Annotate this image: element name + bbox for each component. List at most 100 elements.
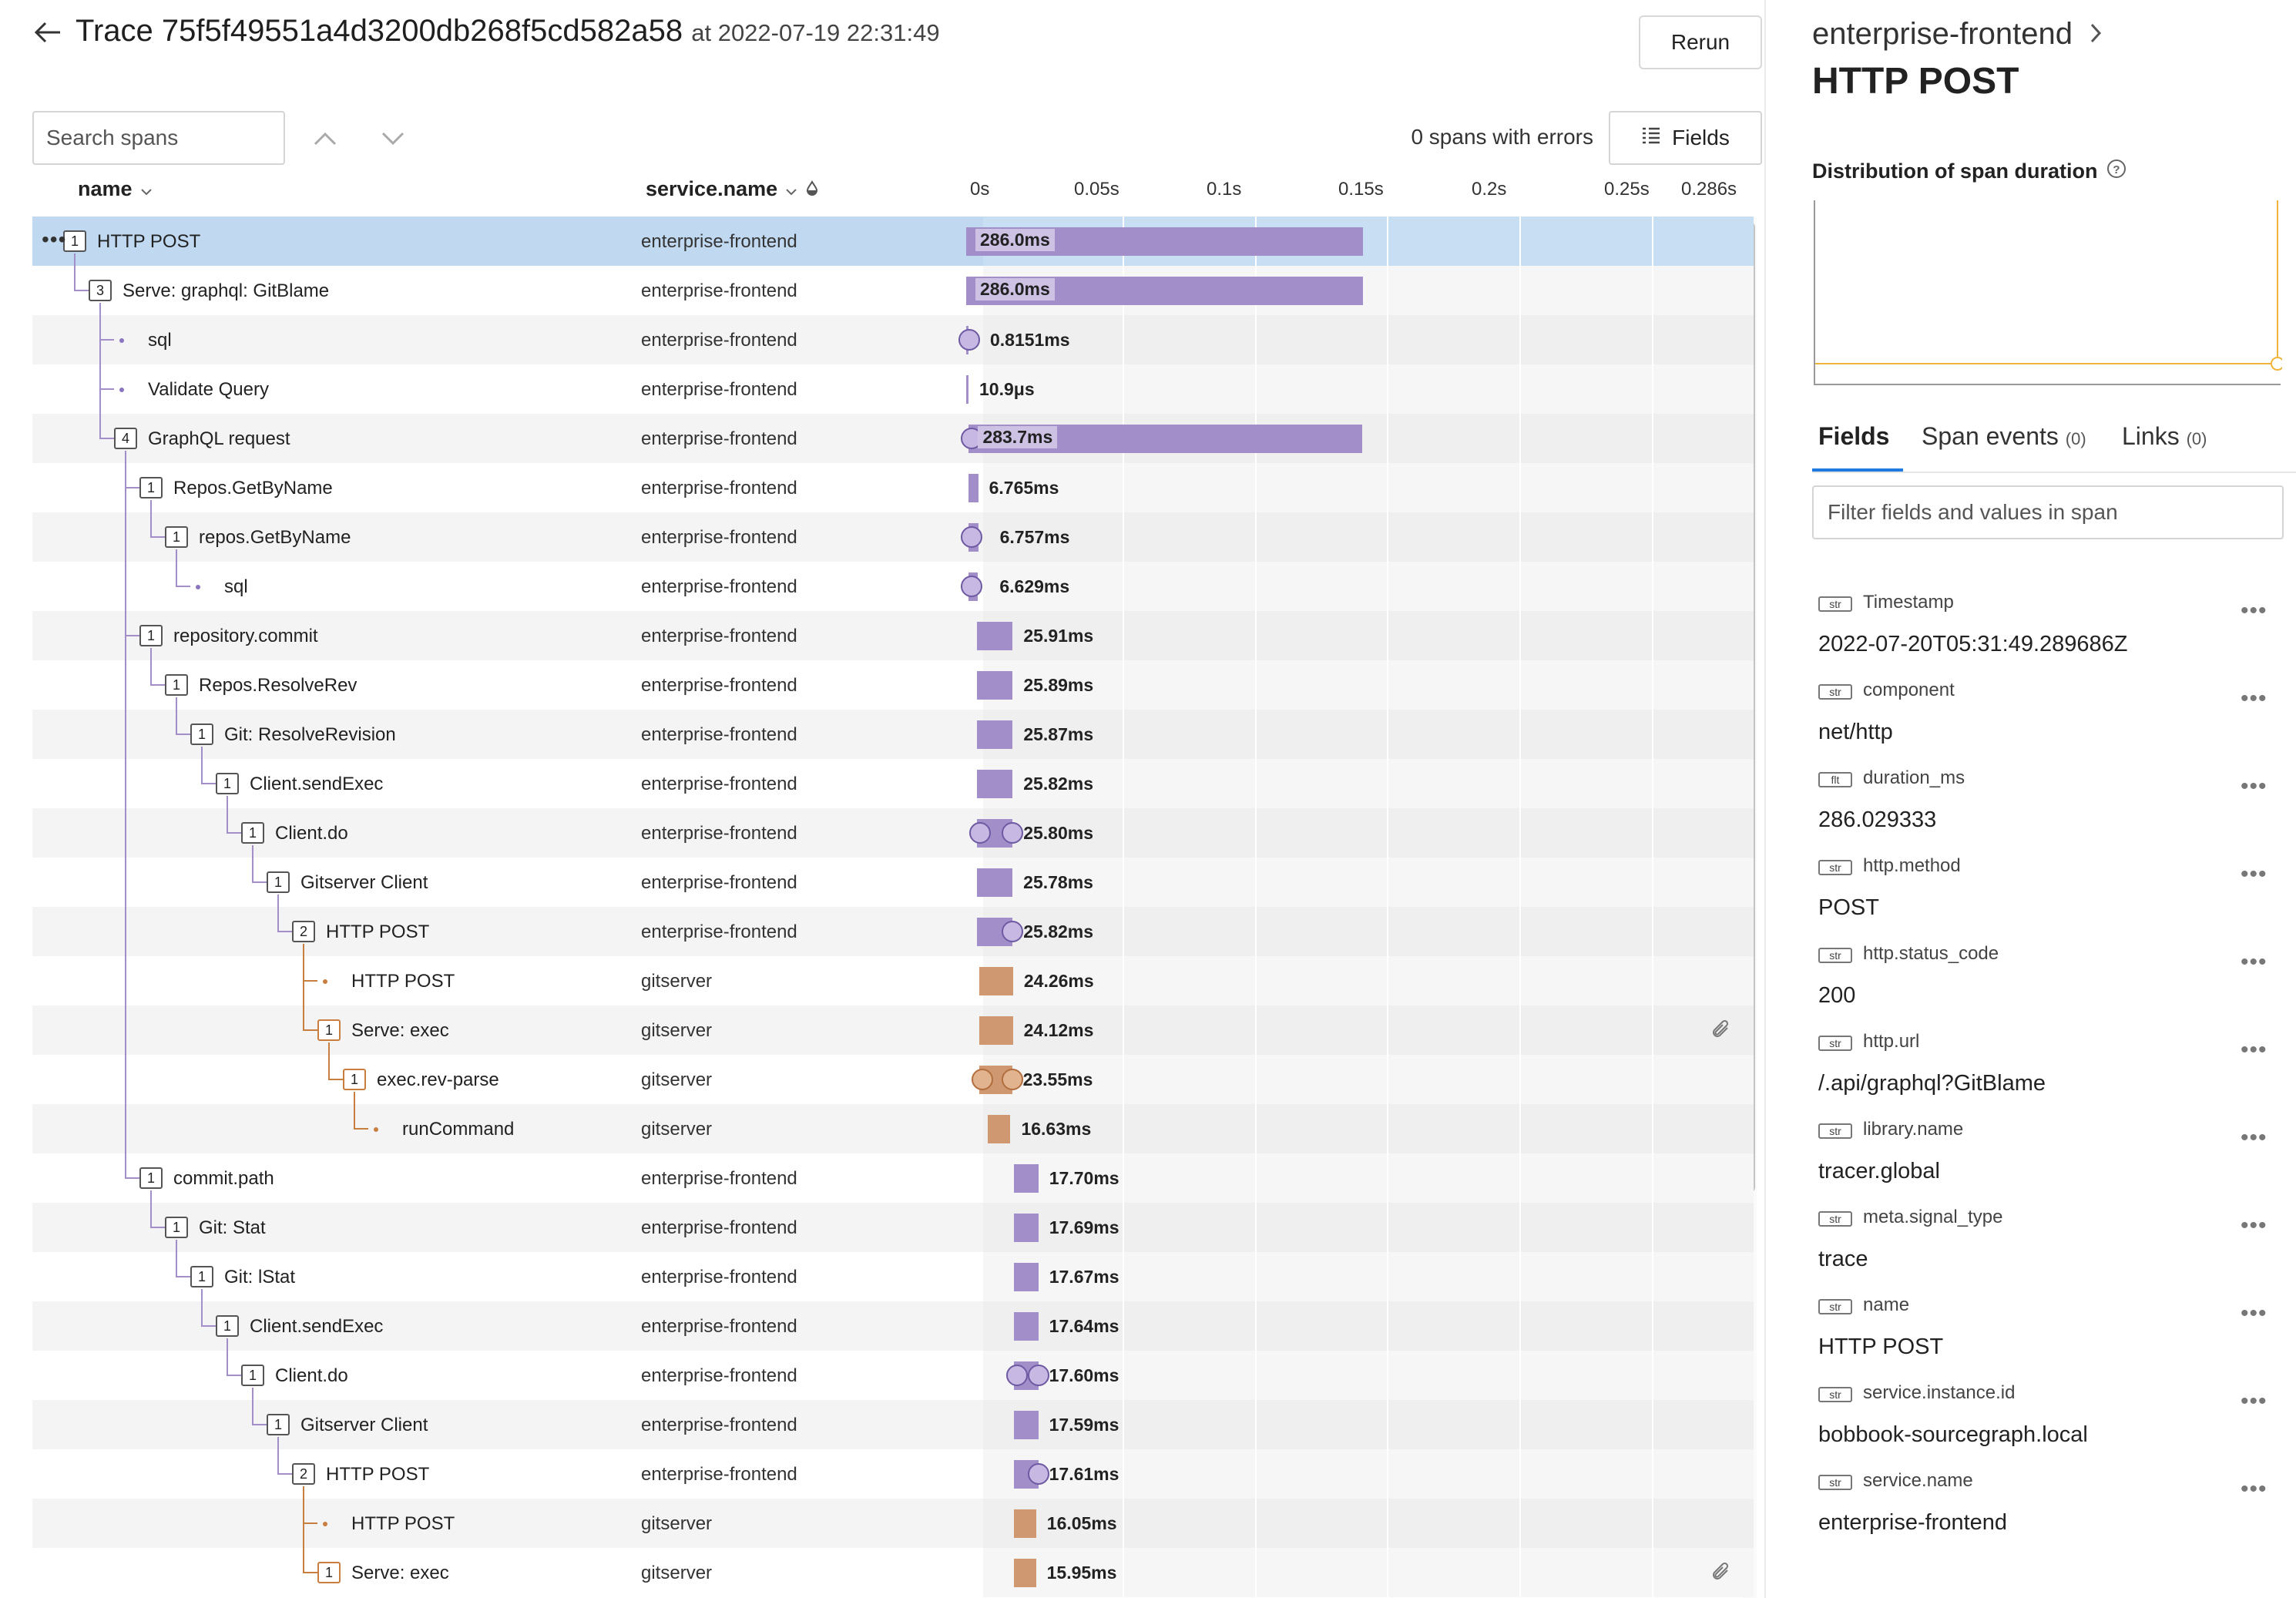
span-row[interactable]: 1 Git: Stat enterprise-frontend 17.69ms <box>32 1203 1754 1252</box>
span-duration-bar[interactable] <box>1013 1164 1039 1193</box>
timeline-cell[interactable] <box>983 759 1754 808</box>
field-item[interactable]: str service.name enterprise-frontend ••• <box>1818 1465 2296 1553</box>
span-duration-bar[interactable] <box>968 474 978 502</box>
timeline-cell[interactable] <box>983 660 1754 710</box>
timeline-cell[interactable] <box>983 611 1754 660</box>
child-count-badge[interactable]: 1 <box>317 1562 341 1583</box>
span-duration-bar[interactable] <box>976 622 1013 650</box>
span-event-marker[interactable] <box>958 329 980 351</box>
field-item[interactable]: str meta.signal_type trace ••• <box>1818 1202 2296 1290</box>
help-icon[interactable]: ? <box>2106 159 2126 184</box>
field-item[interactable]: str service.instance.id bobbook-sourcegrap… <box>1818 1378 2296 1465</box>
child-count-badge[interactable]: 2 <box>292 1463 315 1485</box>
timeline-cell[interactable] <box>983 562 1754 611</box>
timeline-cell[interactable] <box>983 1351 1754 1400</box>
search-spans-input[interactable] <box>32 111 285 165</box>
span-row[interactable]: 1 ••• HTTP POST enterprise-frontend 286.0ms <box>32 217 1754 266</box>
span-duration-bar[interactable] <box>976 720 1013 749</box>
timeline-cell[interactable] <box>983 364 1754 414</box>
child-count-badge[interactable]: 1 <box>241 822 264 844</box>
span-row[interactable]: 1 Serve: exec gitserver 15.95ms <box>32 1548 1754 1597</box>
span-duration-bar[interactable] <box>1013 1559 1036 1587</box>
span-duration-bar[interactable] <box>976 868 1013 897</box>
span-row[interactable]: 1 Gitserver Client enterprise-frontend 25.7… <box>32 858 1754 907</box>
span-row[interactable]: 1 Gitserver Client enterprise-frontend 17.5… <box>32 1400 1754 1449</box>
child-count-badge[interactable]: 3 <box>89 280 112 301</box>
child-count-badge[interactable]: 1 <box>139 1167 163 1189</box>
timeline-cell[interactable] <box>983 1203 1754 1252</box>
row-menu-icon[interactable]: ••• <box>42 227 67 251</box>
more-options-icon[interactable]: ••• <box>2241 861 2267 887</box>
duration-histogram[interactable] <box>1814 200 2284 385</box>
span-duration-bar[interactable] <box>1013 1411 1039 1439</box>
span-row[interactable]: 1 Git: ResolveRevision enterprise-frontend… <box>32 710 1754 759</box>
span-event-marker[interactable] <box>1002 921 1024 942</box>
span-event-marker[interactable] <box>1027 1463 1049 1485</box>
span-duration-bar[interactable] <box>966 375 968 404</box>
child-count-badge[interactable]: 1 <box>267 1414 290 1435</box>
span-event-marker[interactable] <box>1027 1365 1049 1386</box>
more-options-icon[interactable]: ••• <box>2241 598 2267 623</box>
child-count-badge[interactable]: 1 <box>317 1019 341 1041</box>
timeline-cell[interactable] <box>983 1499 1754 1548</box>
span-duration-bar[interactable] <box>979 967 1013 995</box>
more-options-icon[interactable]: ••• <box>2241 949 2267 975</box>
span-row[interactable]: 1 Repos.ResolveRev enterprise-frontend 25.8… <box>32 660 1754 710</box>
child-count-badge[interactable]: 1 <box>139 477 163 499</box>
tab-span-events[interactable]: Span events (0) <box>1922 422 2086 451</box>
field-item[interactable]: str Timestamp 2022-07-20T05:31:49.289686Z •… <box>1818 587 2296 675</box>
field-item[interactable]: str http.status_code 200 ••• <box>1818 938 2296 1026</box>
panel-service[interactable]: enterprise-frontend <box>1812 17 2102 52</box>
span-row[interactable]: 4 GraphQL request enterprise-frontend 283.7… <box>32 414 1754 463</box>
timeline-cell[interactable] <box>983 512 1754 562</box>
child-count-badge[interactable]: 1 <box>190 1266 213 1287</box>
span-event-marker[interactable] <box>968 822 991 844</box>
span-duration-bar[interactable] <box>979 1016 1013 1045</box>
timeline-cell[interactable] <box>983 1301 1754 1351</box>
rerun-button[interactable]: Rerun <box>1639 15 1762 69</box>
span-row[interactable]: runCommand gitserver 16.63ms <box>32 1104 1754 1153</box>
span-duration-bar[interactable] <box>976 671 1013 700</box>
timeline-cell[interactable] <box>983 1252 1754 1301</box>
span-row[interactable]: 2 HTTP POST enterprise-frontend 17.61ms <box>32 1449 1754 1499</box>
span-row[interactable]: 1 exec.rev-parse gitserver 23.55ms <box>32 1055 1754 1104</box>
span-row[interactable]: 1 repository.commit enterprise-frontend 25.… <box>32 611 1754 660</box>
more-options-icon[interactable]: ••• <box>2241 1037 2267 1063</box>
span-row[interactable]: 1 repos.GetByName enterprise-frontend 6.757… <box>32 512 1754 562</box>
field-item[interactable]: str http.method POST ••• <box>1818 851 2296 938</box>
span-row[interactable]: Validate Query enterprise-frontend 10.9μs <box>32 364 1754 414</box>
panel-divider[interactable] <box>1764 0 1766 1598</box>
timeline-cell[interactable] <box>983 315 1754 364</box>
child-count-badge[interactable]: 1 <box>190 723 213 745</box>
paperclip-icon[interactable] <box>1710 1560 1732 1587</box>
span-row[interactable]: 3 Serve: graphql: GitBlame enterprise-fron… <box>32 266 1754 315</box>
child-count-badge[interactable]: 1 <box>165 1217 188 1238</box>
span-row[interactable]: 2 HTTP POST enterprise-frontend 25.82ms <box>32 907 1754 956</box>
field-item[interactable]: flt duration_ms 286.029333 ••• <box>1818 763 2296 851</box>
child-count-badge[interactable]: 1 <box>267 871 290 893</box>
span-row[interactable]: 1 Client.sendExec enterprise-frontend 17.64… <box>32 1301 1754 1351</box>
child-count-badge[interactable]: 1 <box>165 526 188 548</box>
span-event-marker[interactable] <box>1002 822 1024 844</box>
child-count-badge[interactable]: 1 <box>139 625 163 646</box>
span-row[interactable]: 1 Repos.GetByName enterprise-frontend 6.765… <box>32 463 1754 512</box>
more-options-icon[interactable]: ••• <box>2241 686 2267 711</box>
child-count-badge[interactable]: 1 <box>343 1069 366 1090</box>
timeline-cell[interactable] <box>983 858 1754 907</box>
fields-button[interactable]: Fields <box>1609 111 1762 165</box>
span-row[interactable]: sql enterprise-frontend 6.629ms <box>32 562 1754 611</box>
span-row[interactable]: HTTP POST gitserver 16.05ms <box>32 1499 1754 1548</box>
more-options-icon[interactable]: ••• <box>2241 1476 2267 1502</box>
timeline-cell[interactable] <box>983 1400 1754 1449</box>
span-duration-bar[interactable] <box>1013 1509 1036 1538</box>
child-count-badge[interactable]: 1 <box>165 674 188 696</box>
timeline-cell[interactable] <box>983 1153 1754 1203</box>
span-row[interactable]: 1 commit.path enterprise-frontend 17.70ms <box>32 1153 1754 1203</box>
child-count-badge[interactable]: 1 <box>216 773 239 794</box>
span-duration-bar[interactable] <box>1013 1312 1039 1341</box>
span-event-marker[interactable] <box>1001 1069 1023 1090</box>
field-item[interactable]: str name HTTP POST ••• <box>1818 1290 2296 1378</box>
child-count-badge[interactable]: 1 <box>63 230 86 252</box>
timeline-cell[interactable] <box>983 1005 1754 1055</box>
timeline-cell[interactable] <box>983 1055 1754 1104</box>
